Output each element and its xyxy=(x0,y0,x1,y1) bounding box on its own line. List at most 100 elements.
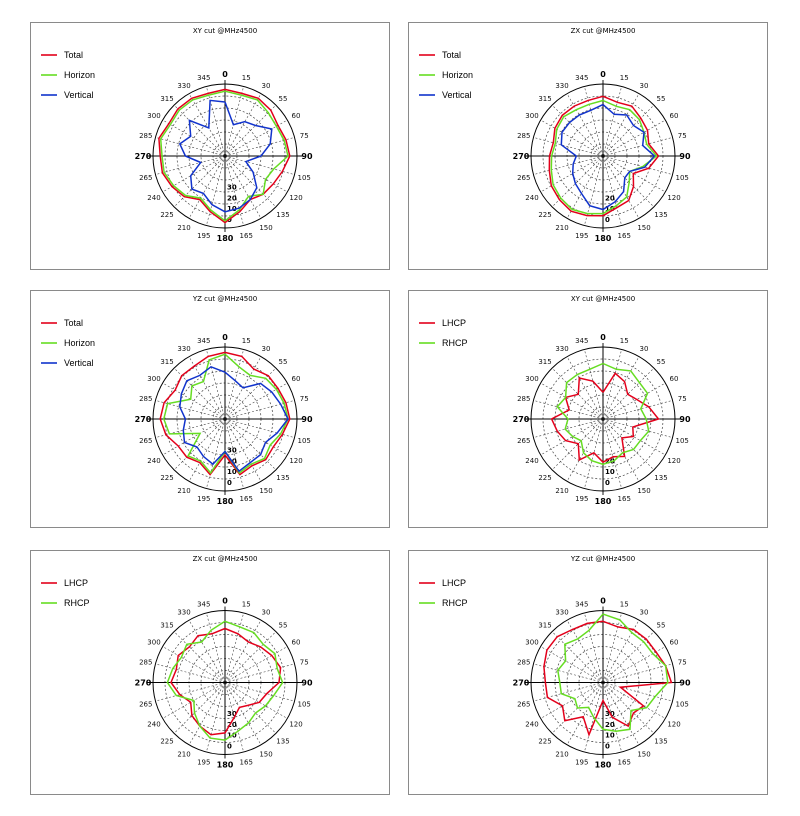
angle-label: 60 xyxy=(292,375,301,383)
legend-label: Vertical xyxy=(442,90,472,100)
angle-label: 165 xyxy=(240,495,253,503)
angle-label: 0 xyxy=(222,70,228,79)
grid-spoke xyxy=(155,155,226,175)
angle-label: 225 xyxy=(160,474,173,482)
angle-label: 135 xyxy=(654,211,667,219)
panel-yz-cut-circular: YZ cut @MHz4500 0 15 30 55 60 75 90 105 120 135 150… xyxy=(408,550,768,795)
angle-label: 330 xyxy=(555,82,568,90)
angle-label: 0 xyxy=(600,333,606,342)
grid-spoke xyxy=(224,646,288,683)
angle-label: 300 xyxy=(525,639,538,647)
grid-spoke xyxy=(188,682,226,746)
grid-spoke xyxy=(173,155,226,208)
angle-label: 15 xyxy=(620,600,629,608)
angle-label: 285 xyxy=(517,658,530,666)
legend-label: Vertical xyxy=(64,358,94,368)
angle-label: 330 xyxy=(177,82,190,90)
angle-label: 225 xyxy=(538,474,551,482)
angle-label: 15 xyxy=(242,337,251,345)
angle-label: 165 xyxy=(618,495,631,503)
ring-label: 10 xyxy=(227,468,237,476)
grid-spoke xyxy=(206,86,226,157)
polar-chart-svg: XY cut @MHz4500 0 15 30 55 60 75 90 105 120 135 150… xyxy=(41,27,313,243)
grid-spoke xyxy=(188,619,226,683)
angle-label: 30 xyxy=(640,608,649,616)
grid-spoke xyxy=(224,682,262,746)
angle-label: 210 xyxy=(555,751,568,759)
panel-xy-cut-circular: XY cut @MHz4500 0 15 30 55 60 75 90 105 120 135 150… xyxy=(408,290,768,528)
series-line-rhcp xyxy=(557,613,669,732)
angle-label: 265 xyxy=(517,437,530,445)
angle-label: 270 xyxy=(135,415,152,424)
grid-spoke xyxy=(224,349,244,420)
angle-label: 345 xyxy=(197,74,210,82)
angle-label: 300 xyxy=(525,375,538,383)
legend-label: Total xyxy=(64,50,83,60)
legend-label: RHCP xyxy=(442,338,468,348)
grid-spoke xyxy=(188,93,226,157)
angle-label: 300 xyxy=(147,375,160,383)
angle-label: 330 xyxy=(177,608,190,616)
angle-label: 265 xyxy=(517,701,530,709)
angle-label: 315 xyxy=(160,358,173,366)
series-line-rhcp xyxy=(166,620,284,741)
angle-label: 150 xyxy=(637,751,650,759)
angle-label: 120 xyxy=(289,457,302,465)
chart-title: ZX cut @MHz4500 xyxy=(193,555,258,563)
chart-title: YZ cut @MHz4500 xyxy=(570,555,635,563)
angle-label: 315 xyxy=(538,95,551,103)
angle-label: 270 xyxy=(513,679,530,688)
angle-label: 330 xyxy=(555,345,568,353)
grid-spoke xyxy=(162,119,226,157)
angle-label: 225 xyxy=(160,737,173,745)
angle-label: 270 xyxy=(135,152,152,161)
angle-label: 210 xyxy=(177,224,190,232)
grid-spoke xyxy=(540,646,604,683)
angle-label: 90 xyxy=(679,679,691,688)
angle-label: 165 xyxy=(240,232,253,240)
legend-label: LHCP xyxy=(442,318,466,328)
grid-spoke xyxy=(566,619,604,683)
grid-spoke xyxy=(224,367,277,420)
grid-spoke xyxy=(540,119,604,157)
grid-spoke xyxy=(155,418,226,438)
grid-spoke xyxy=(162,418,226,456)
angle-label: 150 xyxy=(259,224,272,232)
angle-label: 60 xyxy=(292,639,301,647)
angle-label: 315 xyxy=(538,622,551,630)
angle-label: 0 xyxy=(600,597,606,606)
ring-label: 10 xyxy=(605,468,615,476)
angle-label: 0 xyxy=(600,70,606,79)
ring-label: 20 xyxy=(227,721,237,729)
angle-label: 195 xyxy=(197,232,210,240)
angle-label: 180 xyxy=(217,234,234,243)
angle-label: 55 xyxy=(279,95,288,103)
legend-label: LHCP xyxy=(64,578,88,588)
angle-label: 60 xyxy=(292,112,301,120)
angle-label: 225 xyxy=(538,737,551,745)
legend-label: Total xyxy=(64,318,83,328)
angle-label: 165 xyxy=(240,759,253,767)
angle-label: 240 xyxy=(147,457,160,465)
legend-label: Total xyxy=(442,50,461,60)
angle-label: 180 xyxy=(217,761,234,770)
angle-label: 105 xyxy=(298,701,311,709)
grid-spoke xyxy=(566,418,604,482)
legend-label: Vertical xyxy=(64,90,94,100)
angle-label: 330 xyxy=(177,345,190,353)
ring-label: 30 xyxy=(227,710,237,718)
angle-label: 345 xyxy=(575,600,588,608)
grid-spoke xyxy=(566,155,604,219)
angle-label: 105 xyxy=(298,174,311,182)
series-line-lhcp xyxy=(543,620,673,737)
angle-label: 225 xyxy=(160,211,173,219)
grid-spoke xyxy=(602,418,640,482)
angle-label: 30 xyxy=(262,82,271,90)
grid-spoke xyxy=(224,418,288,456)
angle-label: 300 xyxy=(525,112,538,120)
angle-label: 30 xyxy=(640,82,649,90)
ring-label: 0 xyxy=(605,216,610,224)
chart-title: ZX cut @MHz4500 xyxy=(571,27,636,35)
